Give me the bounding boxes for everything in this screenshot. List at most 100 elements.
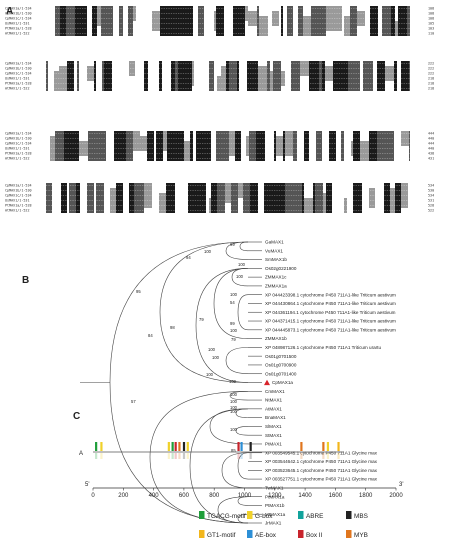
- conserved-column: [57, 6, 60, 36]
- conserved-column: [369, 188, 375, 208]
- residue-texture: [46, 185, 410, 211]
- conserved-column: [276, 136, 283, 156]
- tree-leaf-label: XP 044423398.1 cytochrome P450 711A1-lik…: [265, 292, 396, 297]
- sequence-name: CpMAX1a/1-534: [5, 132, 32, 136]
- conserved-column: [190, 131, 193, 161]
- conserved-column: [272, 183, 276, 213]
- cis-element-shadow: [237, 453, 240, 459]
- cis-element-marker: [174, 442, 177, 451]
- axis-tick-label: 1800: [359, 493, 373, 499]
- sequence-end-position: 218: [428, 87, 434, 91]
- conserved-column: [171, 61, 175, 91]
- conserved-column: [169, 183, 175, 213]
- axis-end-label: 3': [399, 482, 403, 488]
- sequence-end-position: 530: [428, 189, 434, 193]
- conserved-column: [88, 131, 95, 161]
- axis-tick-label: 800: [209, 493, 220, 499]
- axis-tick-label: 2000: [389, 493, 403, 499]
- sequence-end-position: 103: [428, 27, 434, 31]
- conserved-column: [235, 131, 241, 161]
- conserved-column: [166, 183, 169, 213]
- cis-element-shadow: [326, 453, 330, 459]
- alignment-shading: [46, 183, 408, 213]
- cis-element-shadow: [249, 453, 252, 459]
- conserved-column: [360, 141, 369, 161]
- sequence-end-position: 222: [428, 67, 434, 71]
- conserved-column: [375, 131, 377, 161]
- tree-clade-arc: [221, 452, 249, 489]
- tree-leaf-label: CmMAX1: [265, 389, 285, 394]
- conserved-column: [172, 6, 179, 36]
- tree-clade-arc: [235, 408, 249, 418]
- conserved-column: [323, 193, 326, 213]
- conserved-column: [287, 6, 293, 36]
- conserved-column: [325, 66, 333, 81]
- panel-label-a: A: [6, 6, 13, 17]
- conserved-column: [365, 61, 373, 91]
- conserved-column: [384, 183, 390, 213]
- sequence-name: PtMAX1a/1-528: [5, 152, 32, 156]
- conserved-column: [300, 61, 309, 76]
- conserved-column: [225, 183, 231, 203]
- conserved-column: [70, 131, 77, 161]
- bootstrap-value: 100: [230, 405, 238, 410]
- conserved-column: [259, 16, 268, 36]
- conserved-column: [285, 183, 294, 213]
- sequence-name: AtMAX1/1-522: [5, 157, 30, 161]
- phylogenetic-tree: GaMAX1 VuMAX1 SmMAX1b Os02g0221900 ZMMAX1c ZM…: [80, 240, 396, 526]
- bootstrap-value: 57: [131, 399, 136, 404]
- conserved-column: [281, 6, 283, 36]
- tree-leaf-label: CpMAX1a: [272, 380, 293, 385]
- conserved-column: [147, 131, 154, 161]
- conserved-column: [329, 131, 336, 161]
- conserved-column: [348, 61, 355, 91]
- bootstrap-value: 54: [230, 300, 235, 305]
- cis-element-marker: [326, 442, 330, 451]
- tree-leaf-label: XP 044361194.1 cytochrome P450 711A1-lik…: [265, 310, 396, 315]
- conserved-column: [341, 61, 348, 91]
- tree-clade-arc: [237, 452, 249, 480]
- residue-texture: [46, 63, 410, 89]
- sequence-name: OsMAX1/1-531: [5, 199, 30, 203]
- conserved-column: [311, 6, 318, 36]
- conserved-column: [64, 131, 70, 161]
- legend-swatch: [247, 530, 253, 538]
- conserved-column: [201, 183, 203, 213]
- conserved-column: [179, 6, 188, 36]
- bootstrap-value: 100: [206, 372, 214, 377]
- conserved-column: [75, 6, 80, 36]
- bootstrap-value: 85: [231, 448, 236, 453]
- cis-element-shadow: [95, 453, 98, 459]
- sequence-name: CpMAX1b/1-530: [5, 137, 32, 141]
- sequence-name: AtMAX1/1-522: [5, 87, 30, 91]
- tree-leaf-label: Os01g0700900: [265, 363, 297, 368]
- sequence-name: OsMAX1/1-531: [5, 147, 30, 151]
- conserved-column: [221, 66, 226, 91]
- cis-element-marker: [171, 442, 174, 451]
- conserved-column: [126, 131, 133, 161]
- conserved-column: [116, 183, 123, 213]
- conserved-column: [66, 6, 75, 36]
- bootstrap-value: 79: [199, 317, 204, 322]
- tree-leaf-label: MtMAX1a: [265, 512, 286, 517]
- sequence-name: CpMAX1a/1-534: [5, 7, 32, 11]
- conserved-column: [383, 131, 389, 161]
- conserved-column: [46, 183, 52, 213]
- conserved-column: [54, 71, 59, 91]
- conserved-column: [92, 6, 97, 36]
- alignment-block: CpMAX1a/1-534 444 CpMAX1b/1-530 440 CpMAX1c/…: [5, 131, 434, 161]
- sequence-name: CpMAX1c/1-534: [5, 194, 32, 198]
- legend-swatch: [298, 511, 304, 519]
- cis-element-marker: [300, 442, 303, 451]
- conserved-column: [264, 183, 272, 213]
- bootstrap-value: 100: [212, 355, 220, 360]
- conserved-column: [186, 61, 192, 91]
- conserved-column: [409, 131, 410, 161]
- sequence-end-position: 444: [428, 132, 434, 136]
- bootstrap-value: 100: [230, 392, 238, 397]
- conserved-column: [198, 6, 204, 36]
- conserved-column: [196, 131, 200, 161]
- legend-label: AE-box: [255, 532, 277, 539]
- conserved-column: [398, 6, 404, 36]
- conserved-column: [382, 6, 391, 36]
